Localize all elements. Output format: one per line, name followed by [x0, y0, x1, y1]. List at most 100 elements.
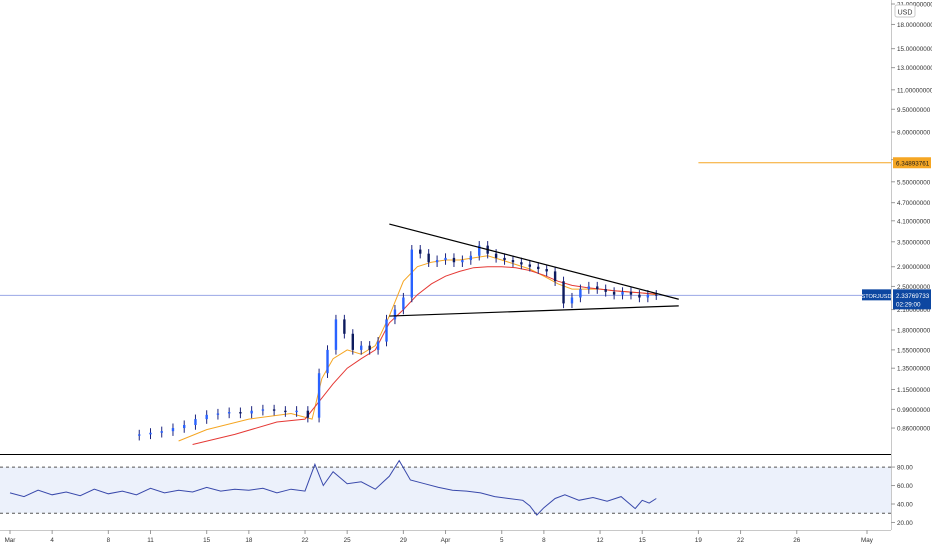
candle-body [427, 253, 430, 263]
price-tick-label: 11.00000000 [897, 87, 932, 94]
candle-body [368, 345, 371, 350]
oscillator-band-fill [0, 467, 891, 514]
price-pane[interactable] [0, 162, 891, 445]
price-tick-label: 1.55000000 [897, 347, 931, 354]
time-tick-label: 25 [344, 537, 352, 544]
candle [227, 407, 231, 419]
candle-countdown: 02:29:00 [896, 301, 921, 308]
price-tick-label: 1.35000000 [897, 366, 931, 373]
alert-price-label: 6.34893761 [896, 160, 930, 167]
candle [435, 255, 439, 267]
candle [478, 241, 481, 261]
price-tick-label: 13.00000000 [897, 65, 932, 72]
candle-body [503, 257, 506, 261]
candle-body [227, 412, 231, 414]
candle [419, 245, 422, 259]
candle-body [194, 419, 197, 426]
candle-body [562, 281, 565, 304]
triangle-trendline [389, 223, 679, 300]
price-tick-label: 0.86000000 [897, 426, 931, 433]
candle-body [604, 289, 607, 292]
price-tick-label: 2.50000000 [897, 284, 931, 291]
price-tick-label: 2.10000000 [897, 307, 931, 314]
candle [503, 253, 506, 265]
oscillator-pane[interactable] [0, 459, 891, 516]
moving-average-line [192, 266, 657, 445]
candle [461, 255, 464, 267]
time-tick-label: 19 [695, 537, 703, 544]
candle-body [444, 257, 447, 261]
candle [621, 287, 624, 300]
candle [427, 249, 430, 267]
candle-body [494, 253, 498, 258]
candle-body [469, 255, 473, 261]
price-tick-label: 3.50000000 [897, 239, 931, 246]
price-tick-label: 8.00000000 [897, 130, 931, 137]
candle [194, 414, 197, 430]
candle [655, 290, 658, 300]
symbol-label: STORJUSD [861, 294, 891, 300]
candle-body [306, 410, 310, 418]
candle-body [511, 260, 515, 263]
price-tick-label: 4.70000000 [897, 200, 931, 207]
last-price-box [893, 289, 931, 310]
time-axis[interactable]: Mar 4 8 11 15 18 22 25 29 Apr 5 8 12 15 19 22 26 May [0, 530, 891, 544]
candle-body [553, 271, 557, 282]
time-tick-label: 8 [542, 537, 546, 544]
price-tick-label: 15.00000000 [897, 46, 932, 53]
candle-body [216, 413, 220, 415]
candle-body [545, 269, 548, 272]
currency-badge[interactable] [894, 4, 916, 18]
time-tick-label: 11 [147, 537, 154, 544]
candle-body [205, 414, 208, 420]
price-tick-label: 4.10000000 [897, 218, 931, 225]
candle-body [160, 431, 163, 433]
candle [511, 255, 515, 267]
candle-body [317, 373, 321, 418]
candle-body [435, 260, 439, 263]
price-tick-label: 18.00000000 [897, 22, 932, 29]
candle-body [570, 297, 574, 304]
candle-body [419, 249, 422, 254]
alert-price-box [893, 157, 931, 169]
candle [393, 305, 397, 325]
candle [272, 404, 276, 416]
candle [596, 281, 599, 294]
candle-body [138, 434, 141, 436]
candle [160, 426, 163, 438]
time-tick-label: May [861, 537, 874, 544]
time-tick-label: 22 [302, 537, 310, 544]
last-price-value: 2.33769733 [896, 293, 930, 300]
candle [646, 290, 650, 303]
candle [295, 406, 298, 417]
symbol-tag [862, 289, 891, 301]
candle [612, 287, 616, 300]
candle-body [520, 262, 523, 265]
candle-body [579, 289, 582, 298]
candle-body [376, 341, 380, 350]
candle [171, 423, 175, 436]
oscillator-axis[interactable]: 80.00 60.00 40.00 20.00 [891, 465, 913, 527]
candle [261, 404, 265, 416]
currency-label: USD [898, 10, 913, 17]
candle [250, 406, 253, 419]
price-axis[interactable]: 21.0000000018.0000000015.0000000013.0000… [861, 0, 932, 530]
candle [306, 406, 310, 423]
candle-body [402, 297, 405, 310]
oscillator-tick-label: 20.00 [897, 520, 913, 527]
candle [376, 337, 380, 355]
candle [579, 284, 582, 303]
candle-body [638, 294, 641, 298]
time-tick-label: 26 [793, 537, 801, 544]
candle-body [478, 245, 481, 256]
candle [545, 264, 548, 277]
candle-body [343, 319, 346, 334]
candle [183, 420, 186, 433]
candle-body [385, 319, 388, 342]
candle-body [393, 309, 397, 320]
price-tick-label: 9.50000000 [897, 107, 931, 114]
candle-body [537, 266, 540, 270]
candle [528, 259, 532, 272]
triangle-trendline [389, 305, 679, 317]
